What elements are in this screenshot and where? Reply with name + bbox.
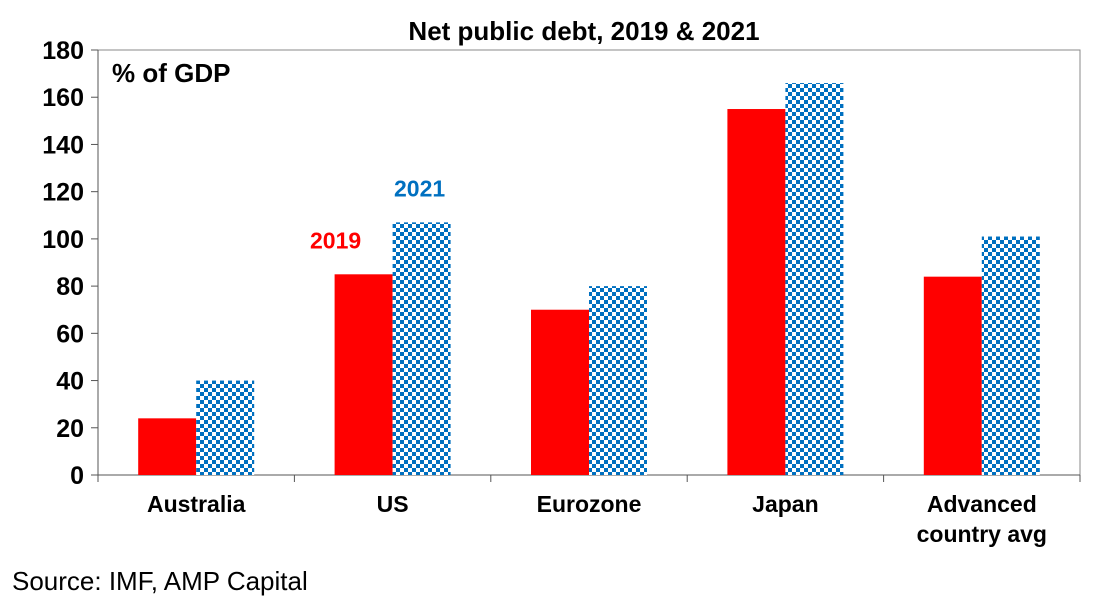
- y-axis: 0 20 40 60 80 100 120 140 160 180: [42, 37, 99, 490]
- y-tick-label: 120: [42, 179, 84, 207]
- y-tick-label: 20: [56, 415, 84, 443]
- annotations: 2019 2021: [310, 175, 445, 253]
- bar-2019-0: [138, 418, 197, 475]
- y-tick-label: 100: [42, 226, 84, 254]
- x-tick-label: Advanced: [927, 491, 1037, 517]
- y-tick-label: 140: [42, 131, 84, 159]
- y-tick-label: 60: [56, 320, 84, 348]
- y-tick-label: 40: [56, 368, 84, 396]
- x-tick-label: country avg: [917, 521, 1047, 547]
- series-label-2019: 2019: [310, 227, 361, 253]
- source-note: Source: IMF, AMP Capital: [12, 566, 308, 596]
- bar-2021-4: [981, 236, 1040, 475]
- bar-2019-4: [923, 276, 982, 475]
- x-tick-label: US: [377, 491, 409, 517]
- y-tick-label: 0: [70, 462, 84, 490]
- x-axis: Australia US Eurozone Japan Advanced country …: [97, 474, 1081, 547]
- x-tick-label: Japan: [752, 491, 818, 517]
- bar-2021-1: [392, 222, 451, 475]
- bar-2021-0: [196, 380, 255, 475]
- y-tick-label: 80: [56, 273, 84, 301]
- chart-title: Net public debt, 2019 & 2021: [408, 16, 759, 46]
- series-label-2021: 2021: [394, 175, 445, 201]
- x-tick-label: Eurozone: [537, 491, 642, 517]
- bar-2021-3: [785, 83, 844, 476]
- y-tick-label: 180: [42, 37, 84, 65]
- bar-2021-2: [589, 286, 647, 475]
- bars: [138, 83, 1040, 476]
- y-tick-label: 160: [42, 84, 84, 112]
- bar-2019-1: [334, 274, 393, 475]
- bar-2019-3: [727, 109, 786, 476]
- x-tick-label: Australia: [147, 491, 246, 517]
- unit-label: % of GDP: [112, 58, 230, 88]
- bar-2019-2: [531, 309, 589, 475]
